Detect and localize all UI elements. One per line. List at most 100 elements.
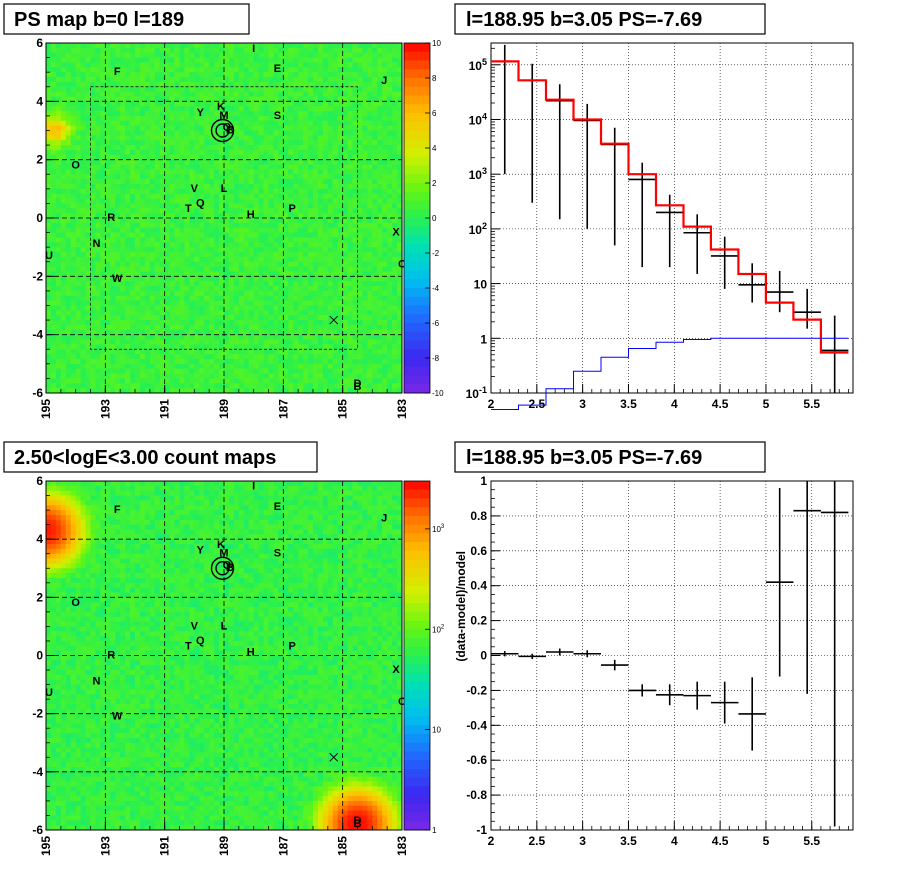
ps-map-cell (135, 101, 141, 107)
ps-map-cell (362, 242, 368, 248)
ps-map-cell (273, 193, 279, 199)
ps-map-cell (189, 183, 195, 190)
ps-map-cell (367, 52, 373, 58)
ps-map-cell (120, 149, 126, 156)
ps-map-cell (144, 96, 151, 102)
ps-map-cell (184, 81, 190, 88)
ps-map-cell (303, 378, 309, 384)
ps-map-cell (110, 256, 116, 263)
ps-map-cell (159, 324, 166, 331)
ps-map-cell (273, 295, 279, 302)
ps-map-cell (367, 145, 373, 151)
ps-map-cell (110, 198, 116, 204)
ps-map-cell (149, 57, 156, 63)
ps-map-cell (189, 120, 195, 127)
ps-map-cell (322, 329, 329, 336)
ps-map-cell (278, 354, 284, 360)
ps-map-cell (50, 174, 57, 180)
ps-map-cell (248, 247, 255, 253)
ps-map-cell (387, 86, 393, 93)
ps-map-cell (352, 183, 358, 190)
ps-map-cell (149, 43, 156, 49)
ps-map-cell (149, 320, 156, 326)
ps-map-cell (110, 232, 116, 238)
ps-map-cell (263, 358, 269, 365)
ps-map-cell (233, 135, 240, 141)
ps-map-cell (105, 81, 111, 88)
ps-map-cell (144, 106, 151, 112)
ps-map-cell (184, 213, 190, 219)
ps-map-cell (95, 86, 101, 93)
ps-map-cell (130, 130, 136, 136)
ps-map-cell (347, 159, 353, 165)
ps-map-cell (204, 81, 210, 88)
ps-map-cell (273, 261, 279, 268)
ps-map-cell (85, 354, 91, 360)
ps-map-cell (46, 266, 52, 272)
ps-map-cell (322, 67, 329, 73)
ps-map-cell (308, 67, 314, 73)
ps-map-cell (322, 135, 329, 141)
ps-map-cell (75, 169, 82, 175)
ps-map-cell (135, 154, 141, 161)
ps-map-cell (308, 349, 314, 355)
ps-map-cell (382, 179, 388, 185)
ps-map-cell (105, 125, 111, 131)
ps-map-cell (238, 247, 245, 253)
ps-map-cell (85, 183, 91, 190)
ps-map-cell (189, 329, 195, 336)
ps-map-cell (120, 47, 126, 54)
ps-map-cell (46, 115, 52, 122)
ps-map-cell (298, 378, 304, 384)
ps-map-cell (377, 227, 383, 233)
ps-map-cell (342, 266, 349, 272)
ps-map-cell (278, 295, 284, 302)
ps-map-cell (317, 72, 324, 78)
ps-map-cell (100, 227, 106, 233)
ps-map-cell (164, 373, 171, 379)
ps-map-cell (204, 324, 210, 331)
ps-map-cell (100, 57, 106, 63)
ps-map-cell (95, 358, 101, 365)
ps-map-cell (199, 81, 205, 88)
ps-map-cell (105, 218, 111, 224)
ps-map-cell (70, 315, 77, 321)
ps-map-cell (337, 368, 344, 374)
ps-map-cell (125, 213, 131, 219)
ps-map-cell (149, 295, 156, 302)
ps-map-cell (60, 86, 67, 93)
ps-map-cell (362, 106, 368, 112)
ps-map-cell (100, 77, 106, 83)
ps-map-cell (65, 140, 72, 146)
ps-map-cell (125, 135, 131, 141)
ps-map-cell (238, 203, 245, 209)
ps-map-cell (308, 86, 314, 93)
ps-map-cell (263, 232, 269, 238)
ps-map-cell (65, 145, 72, 151)
ps-map-cell (219, 188, 225, 195)
ps-map-cell (154, 222, 161, 229)
ps-map-cell (382, 164, 388, 170)
ps-map-cell (243, 154, 250, 161)
ps-map-cell (214, 295, 220, 302)
ps-map-cell (372, 227, 378, 233)
ps-map-cell (184, 47, 190, 54)
ps-map-cell (308, 310, 314, 316)
ps-map-cell (55, 208, 62, 214)
ps-map-cell (80, 295, 86, 302)
ps-map-cell (357, 237, 363, 243)
ps-map-cell (115, 164, 121, 170)
ps-map-cell (253, 344, 260, 350)
ps-map-cell (100, 378, 106, 384)
ps-map-cell (332, 57, 339, 63)
ps-map-cell (95, 208, 101, 214)
ps-map-cell (253, 222, 260, 229)
ps-map-cell (347, 383, 353, 389)
ps-map-cell (248, 130, 255, 136)
ps-map-cell (70, 344, 77, 350)
ps-map-cell (352, 281, 358, 287)
ps-map-cell (337, 149, 344, 156)
ps-map-cell (80, 81, 86, 88)
ps-map-cell (224, 208, 230, 214)
ps-map-cell (347, 358, 353, 365)
